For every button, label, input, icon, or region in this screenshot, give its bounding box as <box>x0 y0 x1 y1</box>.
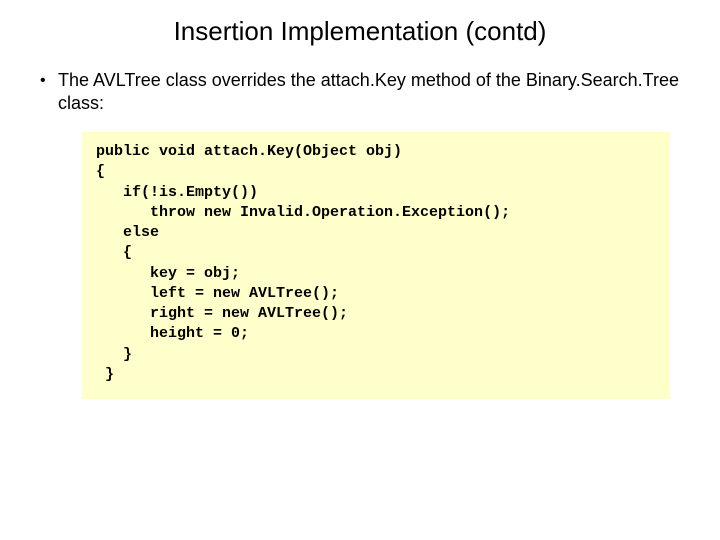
code-block: public void attach.Key(Object obj) { if(… <box>82 132 670 399</box>
bullet-marker: • <box>40 69 58 91</box>
bullet-item: • The AVLTree class overrides the attach… <box>40 69 680 114</box>
slide: Insertion Implementation (contd) • The A… <box>0 0 720 540</box>
slide-title: Insertion Implementation (contd) <box>0 0 720 51</box>
bullet-text: The AVLTree class overrides the attach.K… <box>58 69 680 114</box>
slide-body: • The AVLTree class overrides the attach… <box>0 51 720 399</box>
